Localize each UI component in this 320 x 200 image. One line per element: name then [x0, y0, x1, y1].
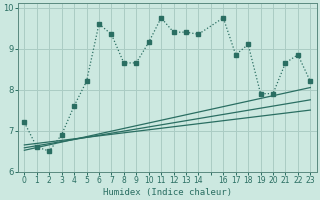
X-axis label: Humidex (Indice chaleur): Humidex (Indice chaleur)	[103, 188, 232, 197]
